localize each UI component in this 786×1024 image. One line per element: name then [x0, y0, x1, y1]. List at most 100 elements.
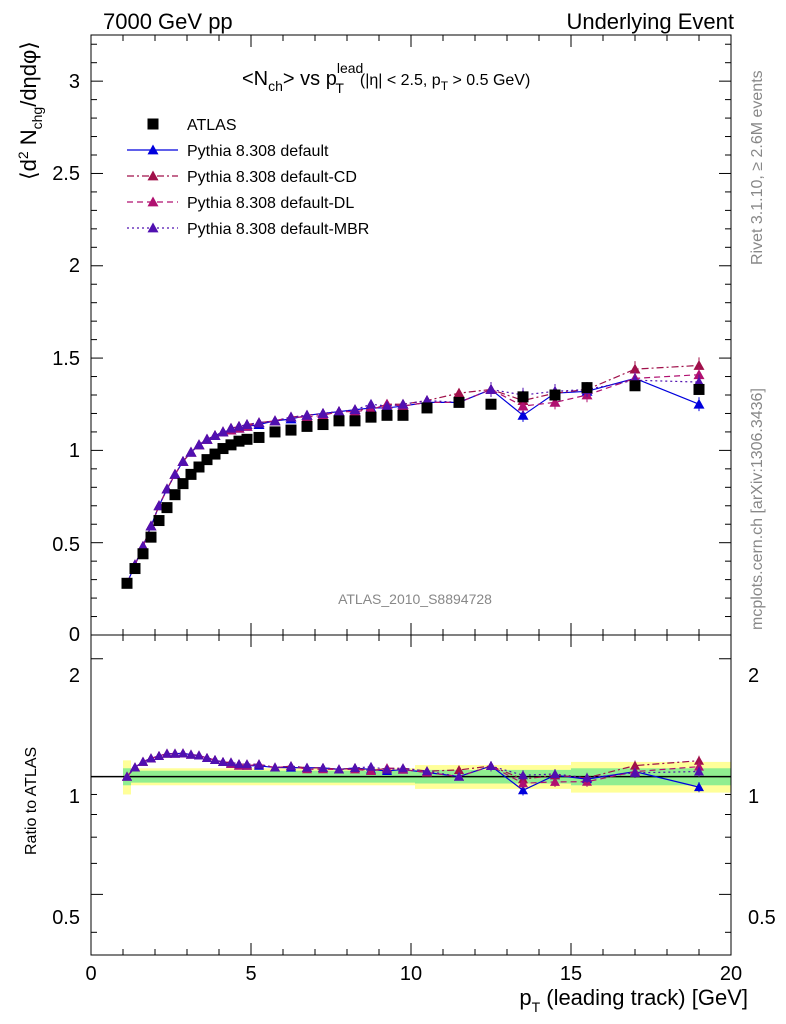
analysis-watermark: ATLAS_2010_S8894728 — [338, 591, 492, 607]
data-point-atlas — [129, 563, 141, 575]
legend-marker-dl — [147, 196, 159, 207]
data-point-mbr — [349, 404, 361, 415]
data-point-atlas — [241, 433, 253, 445]
data-point-mbr — [333, 406, 345, 417]
data-point-atlas — [209, 448, 221, 460]
data-point-default — [517, 409, 529, 420]
data-point-atlas — [421, 402, 433, 414]
series-line-cd — [126, 364, 700, 584]
ratio-point-mbr — [242, 759, 252, 769]
series-line-default — [126, 377, 700, 584]
ratio-point-mbr — [550, 768, 560, 778]
data-point-mbr — [485, 383, 497, 394]
data-point-atlas — [581, 382, 593, 394]
x-tick-labels: 0 5 10 15 20 — [85, 963, 742, 985]
ratio-point-mbr — [334, 764, 344, 774]
ratio-y-axis-label: Ratio to ATLAS — [23, 747, 40, 855]
data-point-mbr — [285, 411, 297, 422]
ratio-point-mbr — [154, 750, 164, 760]
mcplots-label: mcplots.cern.ch [arXiv:1306.3436] — [749, 388, 766, 630]
ratio-point-mbr — [422, 766, 432, 776]
data-point-mbr — [233, 420, 245, 431]
x-axis-label: pT (leading track) [GeV] — [519, 985, 748, 1015]
ratio-point-mbr — [302, 762, 312, 772]
data-point-atlas — [161, 502, 173, 514]
ratio-point-mbr — [210, 755, 220, 765]
x-tick-5: 5 — [245, 963, 256, 985]
ratio-tick-0.5-right: 0.5 — [748, 907, 776, 929]
series-line-mbr — [126, 379, 700, 584]
data-point-mbr — [253, 417, 265, 428]
ratio-point-mbr — [270, 762, 280, 772]
data-point-mbr — [177, 455, 189, 466]
data-point-mbr — [193, 439, 205, 450]
ratio-point-mbr — [186, 749, 196, 759]
data-point-mbr — [209, 430, 221, 441]
data-point-dl — [517, 400, 529, 411]
y-tick-2: 2 — [69, 255, 80, 277]
ratio-point-mbr — [138, 756, 148, 766]
data-point-atlas — [301, 420, 313, 432]
data-point-atlas — [233, 435, 245, 447]
ratio-tick-0.5: 0.5 — [52, 907, 80, 929]
legend-marker-atlas — [147, 118, 159, 130]
y-tick-1: 1 — [69, 440, 80, 462]
ratio-tick-2-right: 2 — [748, 665, 759, 687]
data-point-atlas — [137, 548, 149, 560]
ratio-tick-1-right: 1 — [748, 786, 759, 808]
ratio-point-mbr — [398, 763, 408, 773]
ratio-point-mbr — [382, 764, 392, 774]
data-point-atlas — [121, 577, 133, 589]
data-point-mbr — [269, 415, 281, 426]
series-dl — [121, 366, 705, 588]
y-tick-3: 3 — [69, 71, 80, 93]
y-tick-0.5: 0.5 — [52, 534, 80, 556]
data-point-mbr — [225, 422, 237, 433]
series-atlas — [121, 380, 705, 589]
data-point-atlas — [153, 515, 165, 527]
legend-label-mbr: Pythia 8.308 default-MBR — [187, 221, 369, 238]
data-point-atlas — [365, 411, 377, 423]
ratio-series-mbr — [122, 748, 704, 784]
ratio-tick-2: 2 — [69, 665, 80, 687]
data-point-atlas — [333, 415, 345, 427]
legend-marker-mbr — [147, 222, 159, 233]
ratio-point-mbr — [202, 752, 212, 762]
legend-marker-default — [147, 144, 159, 155]
legend-marker-cd — [147, 170, 159, 181]
ratio-point-mbr — [162, 748, 172, 758]
plot-title: <Nch> vs plead T (|η| < 2.5, pT > 0.5 GeV) — [242, 60, 530, 96]
ratio-frame — [90, 634, 732, 956]
data-point-atlas — [629, 380, 641, 392]
x-tick-10: 10 — [400, 963, 422, 985]
ratio-point-mbr — [226, 757, 236, 767]
legend: ATLAS Pythia 8.308 default Pythia 8.308 … — [127, 117, 369, 238]
ratio-point-cd — [694, 755, 704, 765]
data-point-mbr — [145, 520, 157, 531]
data-point-atlas — [225, 439, 237, 451]
ratio-point-cd — [454, 764, 464, 774]
ratio-tick-1: 1 — [69, 786, 80, 808]
ratio-point-mbr — [694, 766, 704, 776]
data-point-atlas — [169, 489, 181, 501]
x-tick-20: 20 — [720, 963, 742, 985]
data-point-mbr — [169, 468, 181, 479]
main-series — [121, 357, 705, 589]
data-point-mbr — [201, 433, 213, 444]
ratio-point-mbr — [286, 761, 296, 771]
data-point-mbr — [185, 446, 197, 457]
ratio-y-tick-labels: 0.5 1 2 0.5 1 2 — [52, 665, 776, 929]
ratio-point-mbr — [218, 757, 228, 767]
series-cd — [121, 357, 705, 588]
ratio-point-default — [694, 782, 704, 792]
y-tick-2.5: 2.5 — [52, 163, 80, 185]
legend-label-default: Pythia 8.308 default — [187, 143, 329, 160]
ratio-point-mbr — [518, 770, 528, 780]
data-point-atlas — [253, 431, 265, 443]
data-point-atlas — [349, 415, 361, 427]
y-axis-label: ⟨d2 Nchg/dηdφ⟩ — [15, 41, 45, 180]
ratio-point-mbr — [486, 761, 496, 771]
data-point-atlas — [453, 396, 465, 408]
ratio-point-dl — [550, 776, 560, 786]
